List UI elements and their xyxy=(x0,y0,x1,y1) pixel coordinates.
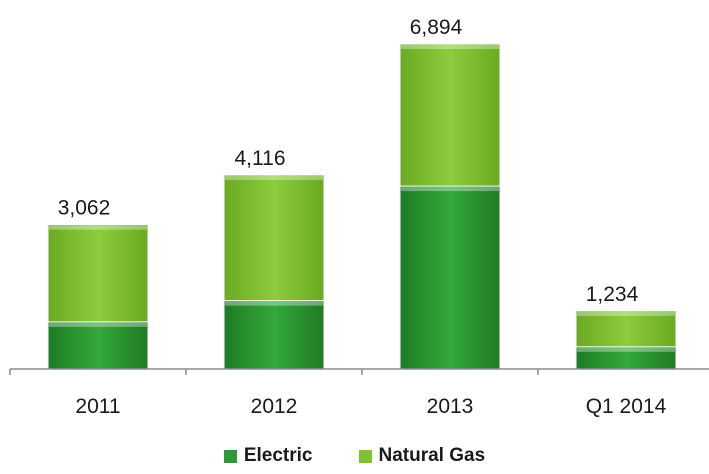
x-axis-ticks xyxy=(9,369,539,375)
bar-highlight-natural-gas-0 xyxy=(49,225,147,230)
x-tick-label-0: 2011 xyxy=(75,395,120,418)
legend-item-natural-gas: Natural Gas xyxy=(358,445,486,467)
bar-highlight-electric-2 xyxy=(401,187,499,192)
bar-electric-0 xyxy=(47,321,149,370)
bar-highlight-electric-1 xyxy=(225,301,323,306)
bar-electric-1 xyxy=(223,300,325,370)
bar-highlight-natural-gas-3 xyxy=(577,311,675,316)
total-label-2: 6,894 xyxy=(410,16,463,39)
bar-highlight-electric-0 xyxy=(49,322,147,327)
legend-label-natural-gas: Natural Gas xyxy=(378,445,486,466)
legend-label-electric: Electric xyxy=(243,445,313,466)
total-labels-group: 3,062 4,116 6,894 1,234 xyxy=(58,16,639,306)
bar-natural-gas-3 xyxy=(575,310,677,348)
bar-natural-gas-1 xyxy=(223,174,325,302)
legend: Electric Natural Gas xyxy=(0,441,709,471)
bar-natural-gas-2 xyxy=(399,43,501,187)
bar-highlight-natural-gas-1 xyxy=(225,175,323,180)
legend-item-electric: Electric xyxy=(223,445,313,467)
x-tick-label-2: 2013 xyxy=(427,395,474,418)
total-label-1: 4,116 xyxy=(235,147,286,170)
legend-swatch-electric xyxy=(223,449,237,463)
bars-group xyxy=(47,43,677,370)
x-tick-label-1: 2012 xyxy=(251,395,298,418)
bar-natural-gas-0 xyxy=(47,224,149,323)
bar-electric-2 xyxy=(399,185,501,370)
bar-highlight-electric-3 xyxy=(577,347,675,352)
legend-swatch-natural-gas xyxy=(358,449,372,463)
x-tick-label-3: Q1 2014 xyxy=(586,395,667,418)
bar-highlight-natural-gas-2 xyxy=(401,45,499,49)
total-label-0: 3,062 xyxy=(58,197,111,220)
total-label-3: 1,234 xyxy=(586,283,639,306)
stacked-bar-chart: 3,062 4,116 6,894 1,234 2011 2012 2013 Q1 2014 xyxy=(9,16,709,418)
x-axis-labels: 2011 2012 2013 Q1 2014 xyxy=(75,395,666,418)
